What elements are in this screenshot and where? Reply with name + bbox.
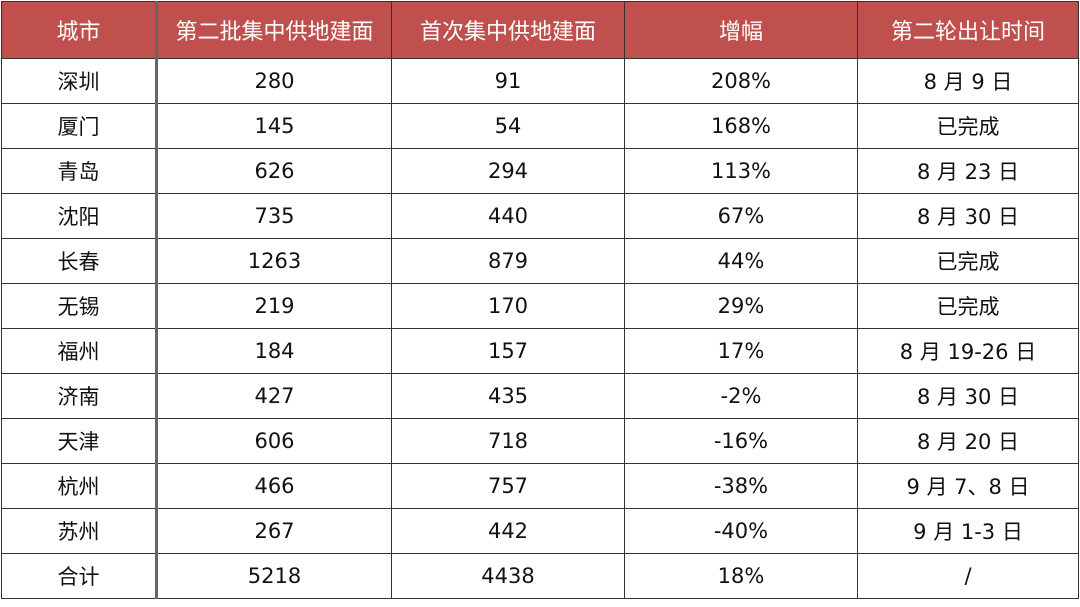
header-city: 城市 bbox=[1, 1, 158, 59]
cell-second-round-date: 9 月 7、8 日 bbox=[857, 463, 1079, 509]
cell-second-round-date: 已完成 bbox=[857, 238, 1079, 284]
table-row: 福州 184 157 17% 8 月 19-26 日 bbox=[1, 328, 1079, 374]
table-row: 沈阳 735 440 67% 8 月 30 日 bbox=[1, 193, 1079, 239]
cell-second-round-date: 8 月 19-26 日 bbox=[857, 328, 1079, 374]
cell-growth: 17% bbox=[624, 328, 858, 374]
cell-growth: 67% bbox=[624, 193, 858, 239]
cell-second-round-date: 已完成 bbox=[857, 283, 1079, 329]
table-row: 深圳 280 91 208% 8 月 9 日 bbox=[1, 58, 1079, 104]
total-row: 合计 5218 4438 18% / bbox=[1, 553, 1079, 599]
cell-second-round-date: 8 月 23 日 bbox=[857, 148, 1079, 194]
table-row: 杭州 466 757 -38% 9 月 7、8 日 bbox=[1, 463, 1079, 509]
table-row: 天津 606 718 -16% 8 月 20 日 bbox=[1, 418, 1079, 464]
table-row: 苏州 267 442 -40% 9 月 1-3 日 bbox=[1, 508, 1079, 554]
header-second-batch-area: 第二批集中供地建面 bbox=[156, 1, 392, 59]
table-row: 长春 1263 879 44% 已完成 bbox=[1, 238, 1079, 284]
cell-growth: 18% bbox=[624, 553, 858, 599]
cell-city: 沈阳 bbox=[1, 193, 158, 239]
cell-city: 厦门 bbox=[1, 103, 158, 149]
cell-second-batch-area: 145 bbox=[156, 103, 392, 149]
cell-second-batch-area: 267 bbox=[156, 508, 392, 554]
cell-growth: 29% bbox=[624, 283, 858, 329]
cell-first-batch-area: 157 bbox=[391, 328, 625, 374]
cell-city: 杭州 bbox=[1, 463, 158, 509]
cell-first-batch-area: 170 bbox=[391, 283, 625, 329]
header-growth: 增幅 bbox=[624, 1, 858, 59]
table-row: 厦门 145 54 168% 已完成 bbox=[1, 103, 1079, 149]
cell-growth: 44% bbox=[624, 238, 858, 284]
cell-growth: 168% bbox=[624, 103, 858, 149]
cell-second-batch-area: 606 bbox=[156, 418, 392, 464]
cell-first-batch-area: 91 bbox=[391, 58, 625, 104]
cell-city: 长春 bbox=[1, 238, 158, 284]
cell-first-batch-area: 435 bbox=[391, 373, 625, 419]
cell-city: 青岛 bbox=[1, 148, 158, 194]
cell-second-round-date: 9 月 1-3 日 bbox=[857, 508, 1079, 554]
table-row: 济南 427 435 -2% 8 月 30 日 bbox=[1, 373, 1079, 419]
cell-first-batch-area: 442 bbox=[391, 508, 625, 554]
cell-first-batch-area: 54 bbox=[391, 103, 625, 149]
cell-growth: 113% bbox=[624, 148, 858, 194]
cell-city: 苏州 bbox=[1, 508, 158, 554]
cell-first-batch-area: 294 bbox=[391, 148, 625, 194]
cell-second-batch-area: 280 bbox=[156, 58, 392, 104]
cell-second-batch-area: 427 bbox=[156, 373, 392, 419]
cell-second-batch-area: 1263 bbox=[156, 238, 392, 284]
cell-city: 福州 bbox=[1, 328, 158, 374]
cell-second-round-date: 8 月 30 日 bbox=[857, 193, 1079, 239]
cell-first-batch-area: 440 bbox=[391, 193, 625, 239]
cell-growth: -38% bbox=[624, 463, 858, 509]
header-second-round-date: 第二轮出让时间 bbox=[857, 1, 1079, 59]
cell-second-batch-area: 735 bbox=[156, 193, 392, 239]
cell-second-round-date: 已完成 bbox=[857, 103, 1079, 149]
cell-second-round-date: 8 月 30 日 bbox=[857, 373, 1079, 419]
cell-second-round-date: / bbox=[857, 553, 1079, 599]
cell-second-batch-area: 466 bbox=[156, 463, 392, 509]
cell-second-round-date: 8 月 20 日 bbox=[857, 418, 1079, 464]
cell-second-batch-area: 626 bbox=[156, 148, 392, 194]
cell-first-batch-area: 879 bbox=[391, 238, 625, 284]
cell-city: 合计 bbox=[1, 553, 158, 599]
cell-first-batch-area: 4438 bbox=[391, 553, 625, 599]
cell-city: 深圳 bbox=[1, 58, 158, 104]
cell-growth: -16% bbox=[624, 418, 858, 464]
table-row: 无锡 219 170 29% 已完成 bbox=[1, 283, 1079, 329]
header-row: 城市 第二批集中供地建面 首次集中供地建面 增幅 第二轮出让时间 bbox=[1, 1, 1079, 59]
cell-first-batch-area: 718 bbox=[391, 418, 625, 464]
cell-growth: -40% bbox=[624, 508, 858, 554]
cell-second-batch-area: 5218 bbox=[156, 553, 392, 599]
cell-city: 天津 bbox=[1, 418, 158, 464]
cell-second-batch-area: 184 bbox=[156, 328, 392, 374]
cell-first-batch-area: 757 bbox=[391, 463, 625, 509]
cell-city: 无锡 bbox=[1, 283, 158, 329]
cell-city: 济南 bbox=[1, 373, 158, 419]
cell-growth: -2% bbox=[624, 373, 858, 419]
table-row: 青岛 626 294 113% 8 月 23 日 bbox=[1, 148, 1079, 194]
cell-second-round-date: 8 月 9 日 bbox=[857, 58, 1079, 104]
header-first-batch-area: 首次集中供地建面 bbox=[391, 1, 625, 59]
cell-second-batch-area: 219 bbox=[156, 283, 392, 329]
cell-growth: 208% bbox=[624, 58, 858, 104]
